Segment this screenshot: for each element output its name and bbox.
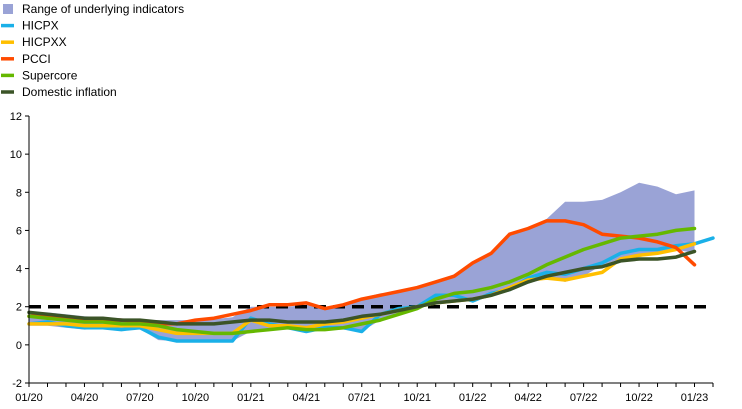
legend-label: HICPX bbox=[22, 19, 59, 33]
legend-label: PCCI bbox=[22, 52, 51, 66]
series-pcci bbox=[27, 219, 697, 326]
series-supercore bbox=[27, 226, 697, 336]
legend-item-supercore: Supercore bbox=[1, 68, 78, 82]
x-tick-label: 01/22 bbox=[459, 392, 487, 404]
series-line-pcci bbox=[27, 219, 697, 326]
y-tick-label: 4 bbox=[16, 264, 22, 276]
x-tick-label: 04/20 bbox=[71, 392, 99, 404]
y-tick-label: -2 bbox=[12, 378, 22, 390]
legend-label: Range of underlying indicators bbox=[22, 2, 184, 16]
x-tick-label: 10/20 bbox=[182, 392, 210, 404]
x-tick-label: 01/20 bbox=[15, 392, 43, 404]
x-tick-label: 10/22 bbox=[625, 392, 653, 404]
legend-label: HICPXX bbox=[22, 35, 67, 49]
legend-label: Domestic inflation bbox=[22, 85, 117, 99]
x-tick-label: 01/21 bbox=[237, 392, 265, 404]
axes: -2 0 2 4 6 8 10 12 01/20 04/20 07/20 10/20 01/21 04/2… bbox=[10, 111, 714, 404]
x-tick-label: 04/21 bbox=[293, 392, 321, 404]
x-tick-label: 01/23 bbox=[681, 392, 709, 404]
y-tick-label: 10 bbox=[10, 149, 22, 161]
series-line-supercore bbox=[27, 226, 697, 336]
series-line-hicpxx bbox=[27, 242, 697, 336]
x-tick-label: 07/21 bbox=[348, 392, 376, 404]
legend-label: Supercore bbox=[22, 68, 78, 82]
series-line-domestic-inflation bbox=[27, 249, 697, 326]
y-tick-label: 2 bbox=[16, 302, 22, 314]
y-tick-label: 0 bbox=[16, 340, 22, 352]
x-tick-label: 04/22 bbox=[514, 392, 542, 404]
series-domestic-inflation bbox=[27, 249, 697, 326]
legend-item-domestic-inflation: Domestic inflation bbox=[1, 85, 117, 99]
legend: Range of underlying indicators HICPX HICPX… bbox=[1, 2, 184, 99]
series-hicpxx bbox=[27, 242, 697, 336]
series-layer bbox=[27, 219, 715, 343]
y-tick-label: 8 bbox=[16, 187, 22, 199]
legend-item-range-of-underlying-indicators: Range of underlying indicators bbox=[3, 2, 184, 16]
x-tick-label: 07/20 bbox=[126, 392, 154, 404]
x-tick-label: 07/22 bbox=[570, 392, 598, 404]
legend-swatch bbox=[3, 4, 13, 14]
y-tick-label: 12 bbox=[10, 111, 22, 123]
legend-item-hicpx: HICPX bbox=[1, 19, 59, 33]
legend-item-pcci: PCCI bbox=[1, 52, 51, 66]
plot-area bbox=[27, 182, 715, 343]
legend-item-hicpxx: HICPXX bbox=[1, 35, 67, 49]
y-tick-label: 6 bbox=[16, 225, 22, 237]
x-tick-label: 10/21 bbox=[403, 392, 431, 404]
